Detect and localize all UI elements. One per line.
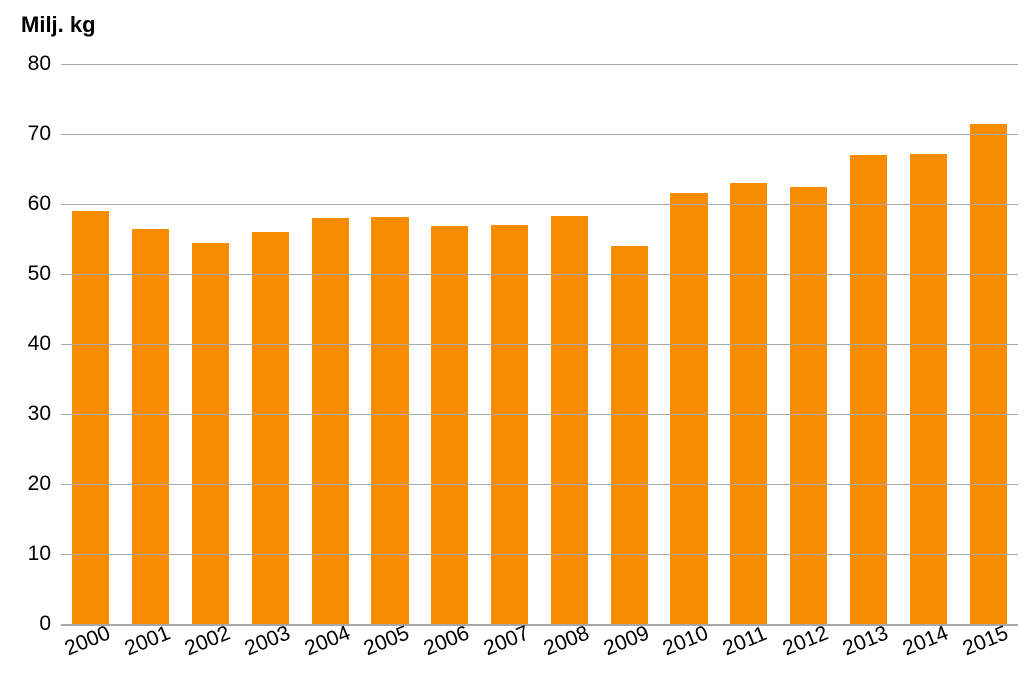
x-tick-label: 2003 — [241, 621, 293, 661]
bar — [312, 218, 349, 624]
bar — [431, 226, 468, 624]
x-tick-label: 2012 — [780, 621, 832, 661]
y-tick-label: 40 — [13, 332, 51, 356]
x-tick-label: 2010 — [660, 621, 712, 661]
gridline — [61, 274, 1018, 275]
x-tick-label: 2011 — [720, 622, 771, 661]
x-tick-label: 2004 — [301, 621, 353, 661]
bar — [371, 217, 408, 624]
x-tick-label: 2015 — [959, 621, 1011, 661]
x-tick-label: 2001 — [122, 621, 174, 661]
gridline — [61, 64, 1018, 65]
gridline — [61, 134, 1018, 135]
x-tick-label: 2009 — [600, 621, 652, 661]
x-tick-label: 2005 — [361, 621, 413, 661]
y-axis-title: Milj. kg — [21, 12, 96, 38]
y-tick-label: 0 — [13, 612, 51, 636]
bar — [611, 246, 648, 624]
bar — [790, 187, 827, 624]
y-tick-label: 20 — [13, 472, 51, 496]
bar — [730, 183, 767, 624]
y-tick-label: 10 — [13, 542, 51, 566]
x-tick-label: 2002 — [181, 621, 233, 661]
gridline — [61, 484, 1018, 485]
gridline — [61, 554, 1018, 555]
bar — [252, 232, 289, 624]
plot-area: 01020304050607080 — [61, 64, 1018, 624]
x-tick-label: 2007 — [481, 621, 533, 661]
chart-container: Milj. kg 01020304050607080 2000200120022… — [0, 0, 1024, 694]
x-tick-label: 2014 — [899, 621, 951, 661]
y-tick-label: 80 — [13, 52, 51, 76]
y-tick-label: 50 — [13, 262, 51, 286]
bar — [970, 124, 1007, 624]
y-tick-label: 70 — [13, 122, 51, 146]
y-tick-label: 30 — [13, 402, 51, 426]
x-tick-label: 2000 — [62, 621, 114, 661]
bar — [72, 211, 109, 624]
y-tick-label: 60 — [13, 192, 51, 216]
gridline — [61, 414, 1018, 415]
bar — [132, 229, 169, 625]
x-tick-label: 2006 — [421, 621, 473, 661]
bar — [670, 193, 707, 624]
gridline — [61, 344, 1018, 345]
x-tick-label: 2013 — [839, 621, 891, 661]
bar — [551, 216, 588, 624]
x-tick-label: 2008 — [540, 621, 592, 661]
bar — [192, 243, 229, 625]
bar — [491, 225, 528, 624]
gridline — [61, 204, 1018, 205]
x-axis-labels: 2000200120022003200420052006200720082009… — [61, 638, 1018, 698]
